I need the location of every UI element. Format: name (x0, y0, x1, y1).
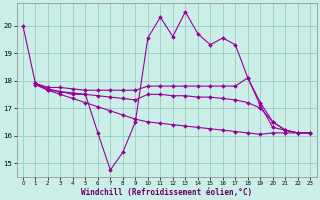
X-axis label: Windchill (Refroidissement éolien,°C): Windchill (Refroidissement éolien,°C) (81, 188, 252, 197)
